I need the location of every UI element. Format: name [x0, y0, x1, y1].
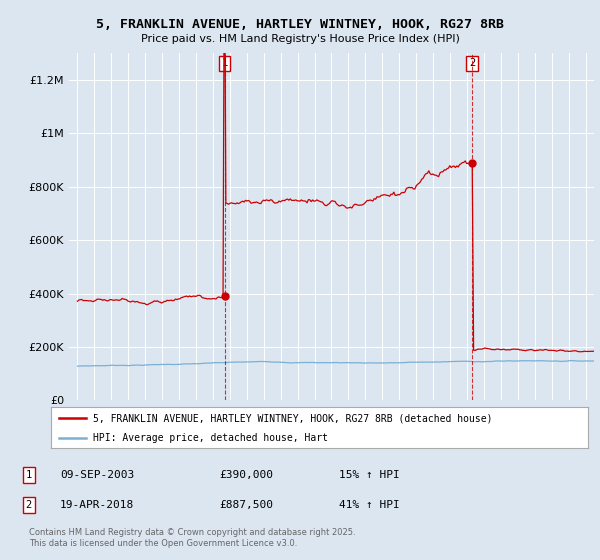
Text: 2: 2 [469, 58, 475, 68]
Text: 5, FRANKLIN AVENUE, HARTLEY WINTNEY, HOOK, RG27 8RB (detached house): 5, FRANKLIN AVENUE, HARTLEY WINTNEY, HOO… [93, 413, 493, 423]
Text: 09-SEP-2003: 09-SEP-2003 [60, 470, 134, 480]
Text: HPI: Average price, detached house, Hart: HPI: Average price, detached house, Hart [93, 433, 328, 443]
Text: Price paid vs. HM Land Registry's House Price Index (HPI): Price paid vs. HM Land Registry's House … [140, 34, 460, 44]
Text: 2: 2 [26, 500, 32, 510]
Text: 41% ↑ HPI: 41% ↑ HPI [339, 500, 400, 510]
Text: £390,000: £390,000 [219, 470, 273, 480]
Text: £887,500: £887,500 [219, 500, 273, 510]
Text: Contains HM Land Registry data © Crown copyright and database right 2025.
This d: Contains HM Land Registry data © Crown c… [29, 528, 355, 548]
Text: 15% ↑ HPI: 15% ↑ HPI [339, 470, 400, 480]
Text: 1: 1 [221, 58, 228, 68]
Text: 1: 1 [26, 470, 32, 480]
Text: 5, FRANKLIN AVENUE, HARTLEY WINTNEY, HOOK, RG27 8RB: 5, FRANKLIN AVENUE, HARTLEY WINTNEY, HOO… [96, 18, 504, 31]
Text: 19-APR-2018: 19-APR-2018 [60, 500, 134, 510]
